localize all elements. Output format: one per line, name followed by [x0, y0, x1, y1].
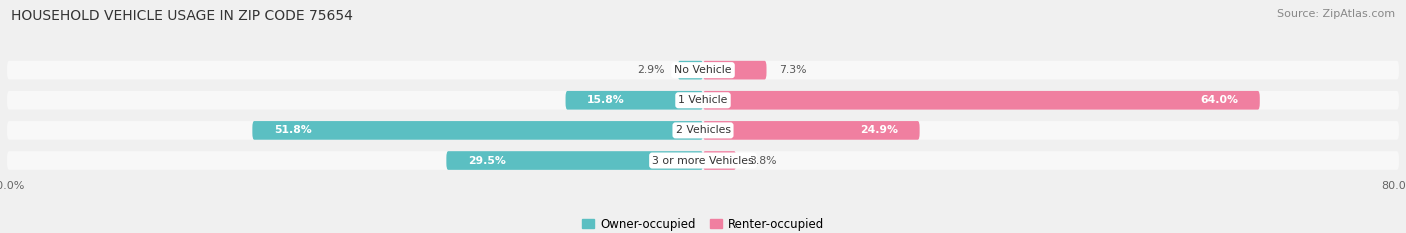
FancyBboxPatch shape — [7, 151, 1399, 170]
FancyBboxPatch shape — [703, 151, 737, 170]
Text: No Vehicle: No Vehicle — [675, 65, 731, 75]
Text: 3.8%: 3.8% — [749, 155, 776, 165]
Text: 1 Vehicle: 1 Vehicle — [678, 95, 728, 105]
FancyBboxPatch shape — [703, 121, 920, 140]
Text: 51.8%: 51.8% — [274, 125, 312, 135]
Text: 2.9%: 2.9% — [637, 65, 665, 75]
FancyBboxPatch shape — [7, 121, 1399, 140]
Text: 2 Vehicles: 2 Vehicles — [675, 125, 731, 135]
FancyBboxPatch shape — [7, 91, 1399, 110]
FancyBboxPatch shape — [678, 61, 703, 79]
FancyBboxPatch shape — [446, 151, 703, 170]
Text: 3 or more Vehicles: 3 or more Vehicles — [652, 155, 754, 165]
Text: Source: ZipAtlas.com: Source: ZipAtlas.com — [1277, 9, 1395, 19]
Legend: Owner-occupied, Renter-occupied: Owner-occupied, Renter-occupied — [578, 213, 828, 233]
FancyBboxPatch shape — [703, 61, 766, 79]
Text: 64.0%: 64.0% — [1201, 95, 1239, 105]
Text: 24.9%: 24.9% — [860, 125, 898, 135]
FancyBboxPatch shape — [7, 61, 1399, 79]
FancyBboxPatch shape — [703, 91, 1260, 110]
Text: 29.5%: 29.5% — [468, 155, 506, 165]
Text: HOUSEHOLD VEHICLE USAGE IN ZIP CODE 75654: HOUSEHOLD VEHICLE USAGE IN ZIP CODE 7565… — [11, 9, 353, 23]
Text: 7.3%: 7.3% — [779, 65, 807, 75]
FancyBboxPatch shape — [252, 121, 703, 140]
FancyBboxPatch shape — [565, 91, 703, 110]
Text: 15.8%: 15.8% — [588, 95, 626, 105]
